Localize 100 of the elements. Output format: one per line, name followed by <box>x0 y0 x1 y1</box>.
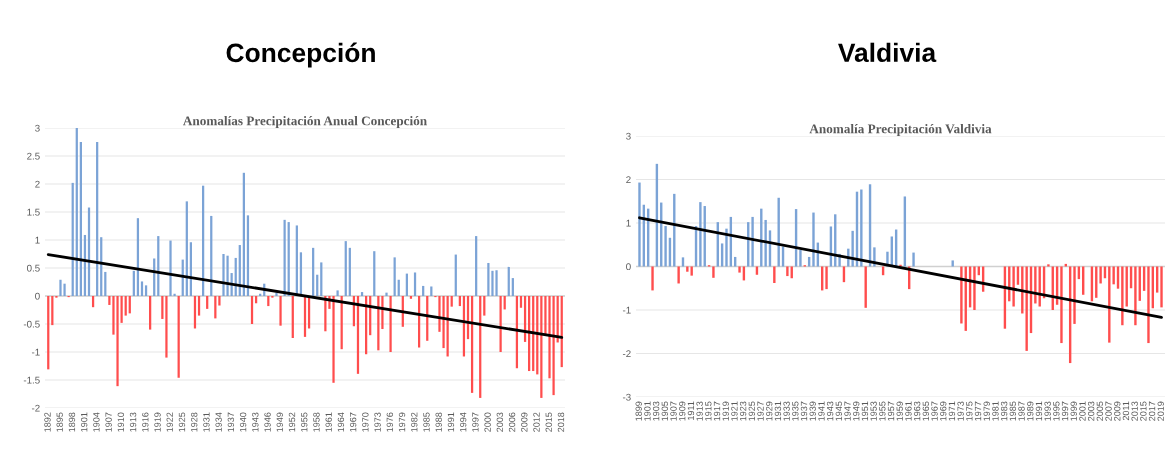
x-tick-label: 1905 <box>661 401 669 421</box>
bar <box>677 266 680 284</box>
x-tick-label: 1937 <box>800 401 808 421</box>
bar <box>140 281 144 296</box>
bar <box>851 230 854 267</box>
x-tick-label: 2001 <box>1079 401 1086 421</box>
bar <box>725 228 728 267</box>
x-tick-label: 1949 <box>853 401 860 421</box>
bar <box>320 262 323 296</box>
bar <box>1064 263 1068 267</box>
x-tick-label: 1964 <box>337 412 345 432</box>
x-tick-label: 1975 <box>966 401 973 421</box>
x-tick-label: 1931 <box>203 412 210 432</box>
x-tick-label: 1947 <box>844 401 851 421</box>
bar <box>1025 266 1028 351</box>
x-tick-label: 1988 <box>435 412 442 432</box>
bar <box>487 262 490 296</box>
x-tick-label: 1983 <box>1000 401 1008 421</box>
x-tick-label: 1922 <box>166 412 173 432</box>
x-tick-label: 1976 <box>386 412 393 432</box>
bar <box>690 266 693 276</box>
bar <box>699 202 702 267</box>
bar <box>413 272 417 296</box>
x-tick-label: 2009 <box>521 412 528 432</box>
bar <box>385 292 388 296</box>
x-tick-label: 1970 <box>362 412 369 432</box>
bar <box>552 296 555 396</box>
bar <box>1147 266 1150 344</box>
bar <box>912 252 915 267</box>
chart-title: Concepción <box>226 42 375 68</box>
y-tick-label: -1.5 <box>23 376 40 384</box>
x-tick-label: 1907 <box>670 401 677 421</box>
bar <box>1047 264 1050 267</box>
bar <box>222 254 225 296</box>
x-tick-label: 1991 <box>447 412 455 432</box>
chart-title: Valdivia <box>838 42 937 63</box>
y-tick-label: 0 <box>626 263 631 271</box>
x-tick-label: 2015 <box>1140 401 1147 421</box>
x-tick-label: 1955 <box>301 412 308 432</box>
bar <box>681 257 685 267</box>
x-tick-label: 2000 <box>484 412 491 432</box>
bar <box>495 270 498 296</box>
bar <box>1108 266 1111 343</box>
x-tick-label: 1981 <box>992 401 999 421</box>
x-tick-label: 1985 <box>423 412 430 432</box>
x-tick-label: 1997 <box>1061 401 1069 421</box>
y-tick-label: -0.5 <box>23 320 40 328</box>
x-tick-label: 1928 <box>191 412 198 432</box>
x-tick-label: 1953 <box>870 401 877 421</box>
bar <box>960 266 963 324</box>
bar <box>519 296 523 308</box>
bar <box>442 296 445 349</box>
x-tick-label: 1973 <box>957 401 964 421</box>
x-tick-label: 1967 <box>931 401 938 421</box>
bar <box>165 296 168 358</box>
bar <box>475 236 478 296</box>
bar <box>499 296 502 352</box>
bar <box>226 255 229 296</box>
bar <box>1134 266 1137 326</box>
x-tick-label: 2007 <box>1105 401 1112 421</box>
bar <box>1073 266 1076 324</box>
bar <box>1060 266 1063 344</box>
bar <box>1121 266 1124 326</box>
x-tick-label: 1985 <box>1009 401 1017 421</box>
bar <box>860 189 863 267</box>
x-tick-label: 1919 <box>154 412 161 432</box>
bar <box>381 296 384 330</box>
bar <box>63 283 66 296</box>
bar <box>712 266 715 278</box>
bar <box>664 226 667 267</box>
x-tick-label: 1895 <box>56 412 63 432</box>
bar <box>409 296 413 299</box>
x-tick-label: 2018 <box>557 412 565 432</box>
y-tick-label: -2 <box>622 350 631 358</box>
x-tick-label: 1958 <box>313 412 320 432</box>
bar <box>1160 266 1163 308</box>
x-tick-label: 1929 <box>766 401 773 421</box>
x-tick-label: 2015 <box>545 412 552 432</box>
x-tick-label: 1903 <box>652 401 660 421</box>
x-tick-label: 1995 <box>1053 401 1060 421</box>
x-tick-label: 1979 <box>398 412 406 432</box>
y-tick-label: 1 <box>626 219 631 227</box>
bar <box>389 296 392 352</box>
x-tick-label: 1916 <box>142 412 149 432</box>
bar <box>764 219 767 267</box>
y-tick-label: 2 <box>626 176 631 184</box>
bar <box>279 296 282 326</box>
chart-subtitle: Anomalía Precipitación Valdivia <box>809 124 992 136</box>
x-tick-label: 1940 <box>239 412 247 432</box>
x-tick-label: 1946 <box>264 412 271 432</box>
x-tick-label: 2006 <box>508 412 516 432</box>
bar <box>144 285 148 296</box>
x-tick-label: 1961 <box>325 412 332 432</box>
bar <box>686 266 689 272</box>
x-tick-label: 2019 <box>1157 401 1164 421</box>
x-tick-label: 1997 <box>472 412 479 432</box>
bar <box>149 296 152 330</box>
bar <box>116 296 119 387</box>
x-tick-label: 2017 <box>1148 401 1156 421</box>
x-tick-label: 1943 <box>826 401 834 421</box>
